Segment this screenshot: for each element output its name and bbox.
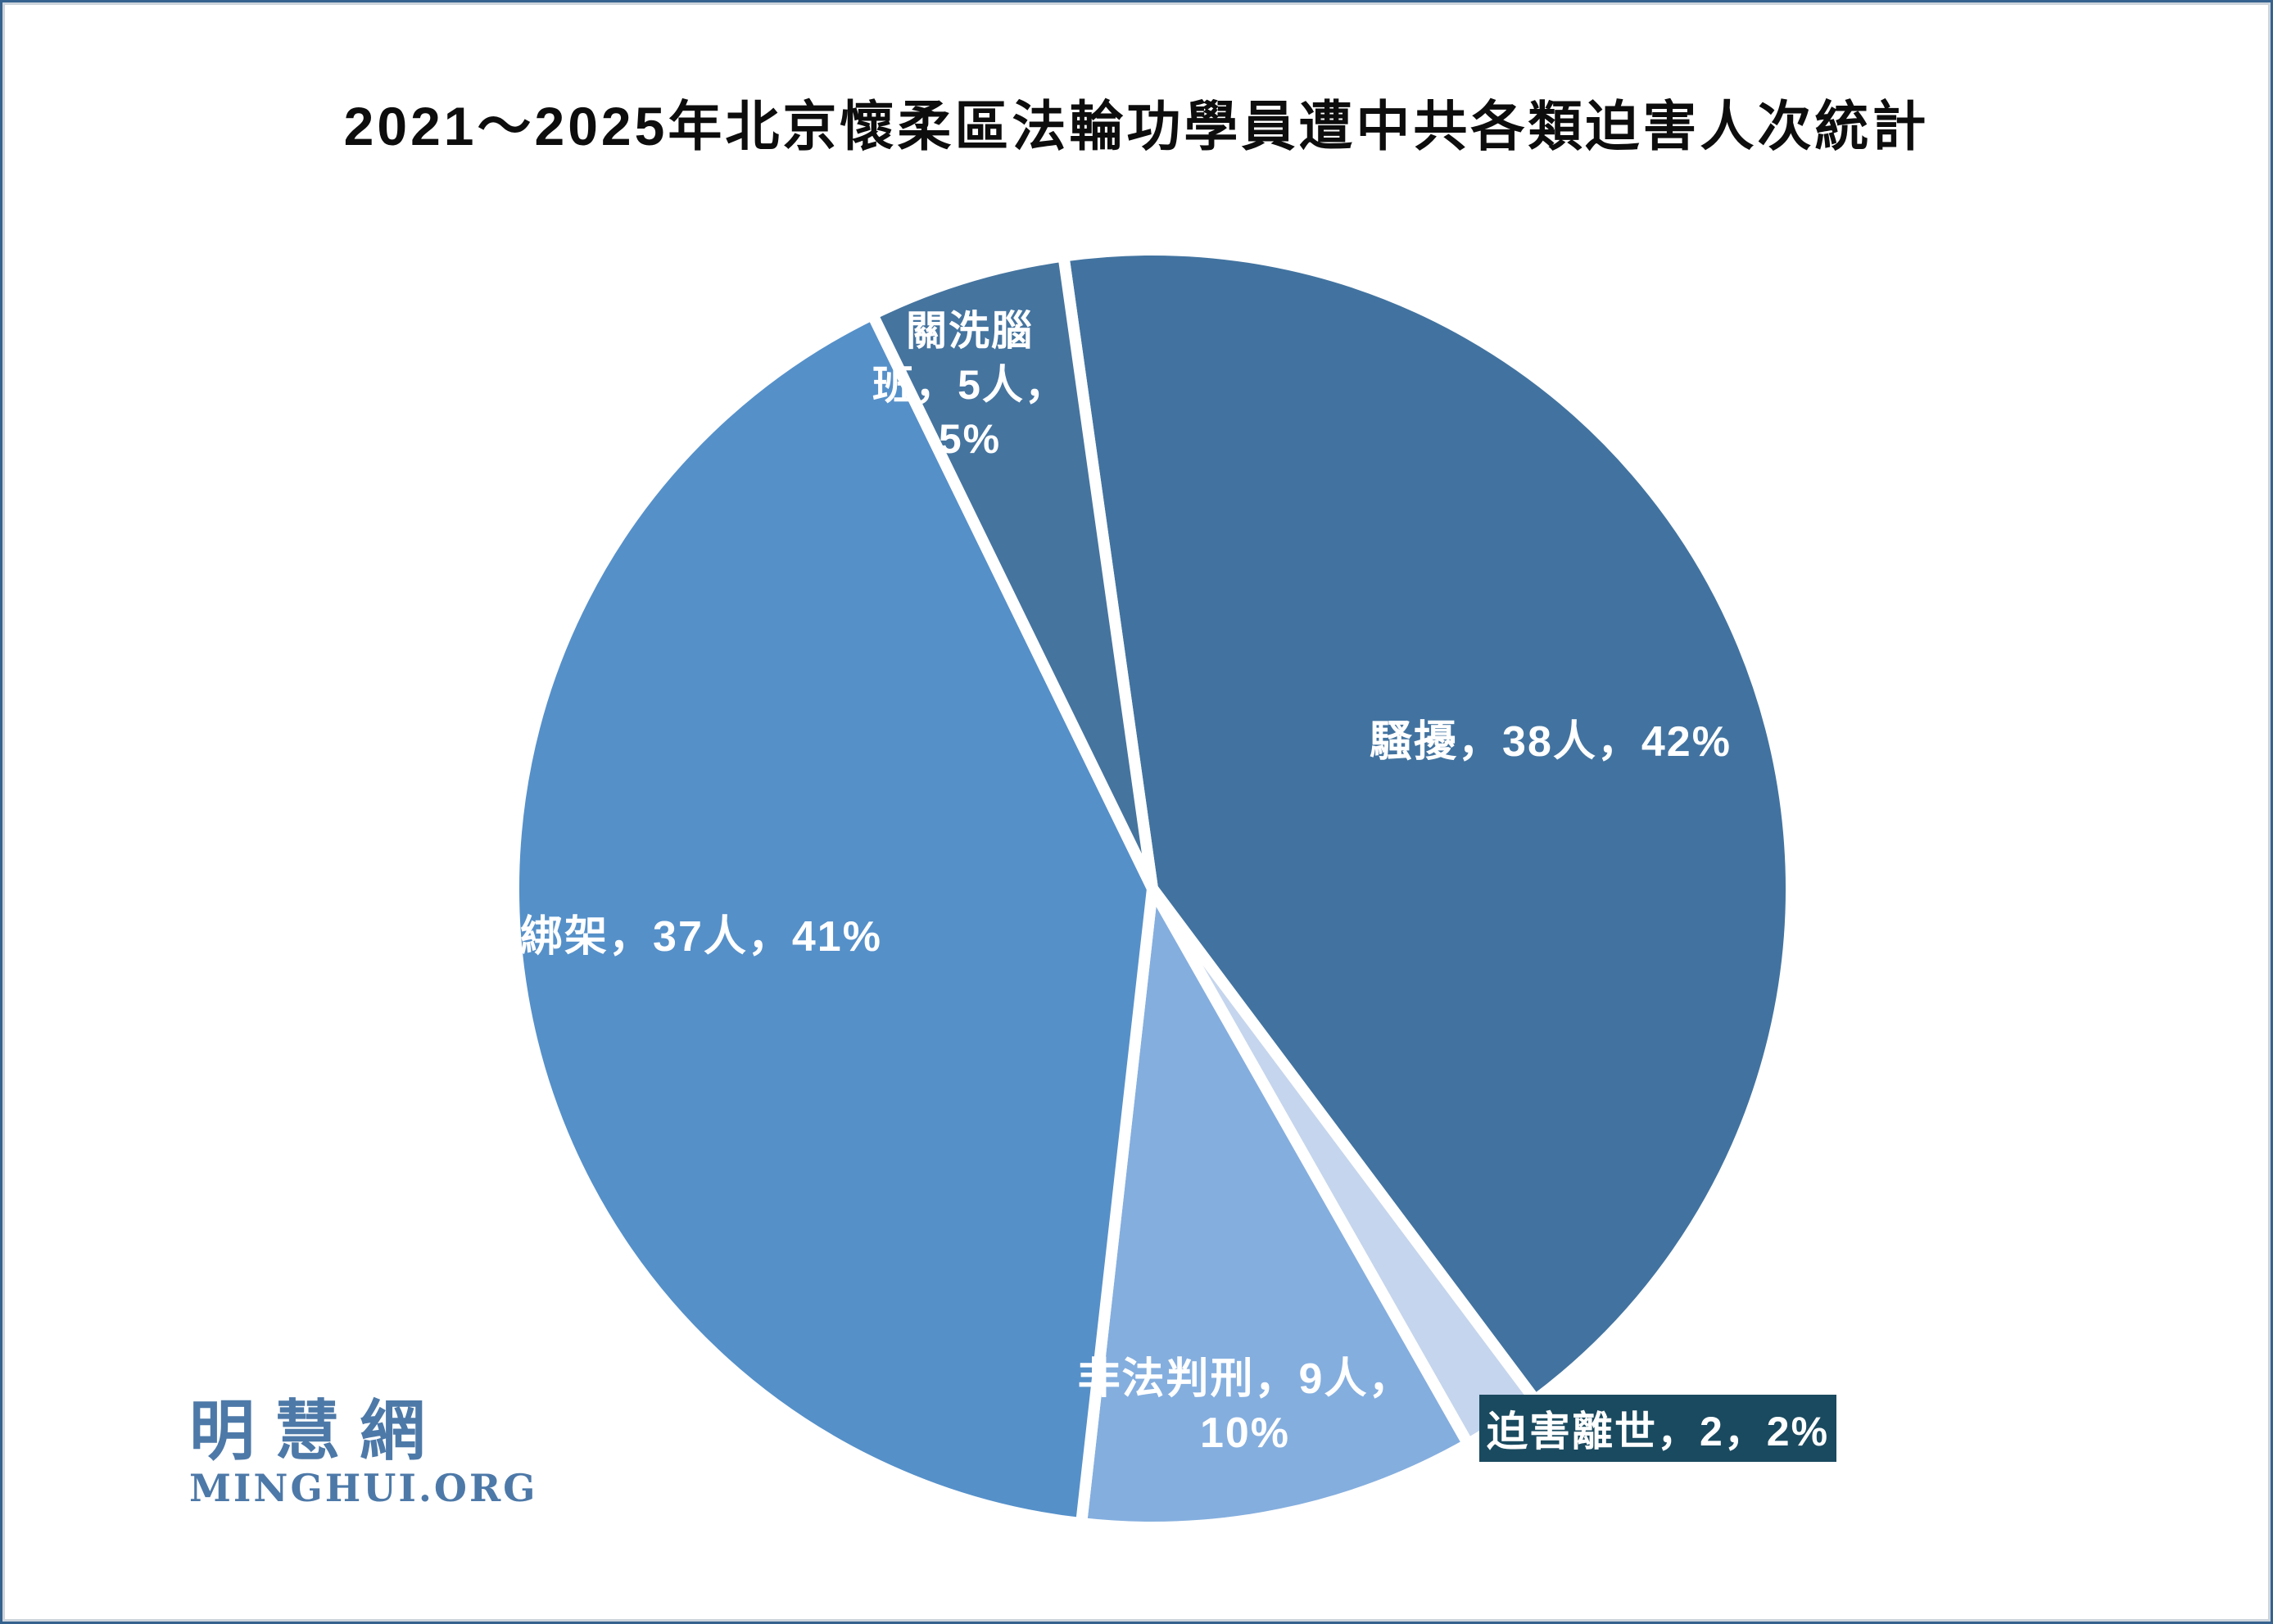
slice-label-brainwashing: 關洗腦 班，5人， 5%	[872, 304, 1067, 466]
logo-latin: MINGHUI.ORG	[189, 1466, 538, 1510]
slice-label-sentencing-line2: 10%	[1199, 1409, 1291, 1457]
pie-slice-sentencing	[1075, 870, 1476, 1533]
slice-label-brainwashing-line1: 關洗腦	[906, 308, 1034, 354]
pie-slice-harassment	[1057, 244, 1797, 1409]
slice-label-kidnapping: 綁架，37人，41%	[520, 913, 882, 961]
pie-slice-brainwashing	[864, 249, 1158, 892]
slice-label-brainwashing-line3: 5%	[938, 416, 1002, 462]
pie-slice-kidnapping	[508, 306, 1159, 1530]
slice-label-sentencing: 非法判刑，9人， 10%	[1078, 1352, 1413, 1460]
slice-label-harassment: 騷擾，38人，42%	[1370, 718, 1732, 766]
slice-label-sentencing-line1: 非法判刑，9人，	[1077, 1355, 1413, 1403]
minghui-logo: 明慧網 MINGHUI.ORG	[189, 1393, 537, 1508]
chart-title: 2021～2025年北京懷柔區法輪功學員遭中共各類迫害人次統計	[343, 96, 1930, 156]
death-badge: 迫害離世，2，2%	[1479, 1395, 1836, 1462]
slice-label-brainwashing-line2: 班，5人，	[872, 362, 1067, 408]
logo-cjk: 明慧網	[189, 1392, 445, 1469]
